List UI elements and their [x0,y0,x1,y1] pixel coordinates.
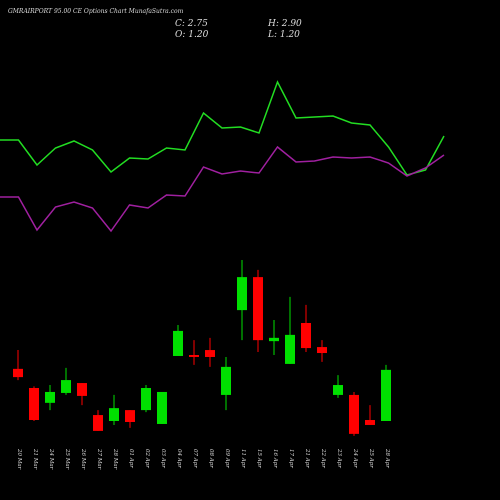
x-tick-label: 25 Apr [368,448,374,468]
x-tick-label: 25 Mar [64,448,70,470]
x-tick-label: 26 Mar [80,448,86,470]
chart-title: GMRAIRPORT 95.00 CE Options Chart Munafa… [8,8,184,15]
high-label: H: 2.90 [267,19,302,29]
candle-body [205,350,215,357]
x-tick-label: 24 Apr [352,448,358,468]
candle-body [221,366,231,395]
candle-body [237,277,247,311]
candle-body [381,369,391,421]
candle-body [285,334,295,364]
candle-body [93,415,103,431]
x-tick-label: 16 Apr [272,449,278,468]
candle-body [125,410,135,422]
x-tick-label: 03 Apr [160,449,166,468]
candle-body [61,380,71,393]
candle-body [349,394,359,434]
candle-body [45,391,55,403]
x-tick-label: 11 Apr [240,449,246,468]
x-tick-label: 17 Apr [288,449,294,468]
candle-body [317,347,327,354]
x-tick-label: 28 Mar [112,448,118,470]
candle-body [157,391,167,424]
low-label: L: 1.20 [267,30,300,40]
x-tick-label: 07 Apr [192,449,198,468]
x-tick-label: 01 Apr [128,449,134,468]
candle-body [333,385,343,395]
x-tick-label: 04 Apr [176,449,182,468]
x-tick-label: 02 Apr [144,449,150,468]
line-series [0,145,445,233]
candle-body [269,337,279,342]
candle-body [77,383,87,396]
x-tick-label: 28 Apr [384,448,390,468]
candle-body [365,420,375,425]
close-label: C: 2.75 [175,19,208,29]
candle-body [109,408,119,421]
x-tick-label: 21 Apr [304,448,310,468]
candle-body [29,388,39,421]
x-tick-label: 20 Mar [16,448,22,470]
x-tick-label: 08 Apr [208,449,214,468]
open-label: O: 1.20 [175,30,209,40]
x-tick-label: 22 Apr [320,448,326,468]
x-tick-label: 15 Apr [256,449,262,468]
candle-body [253,277,263,341]
line-series [0,80,445,176]
x-tick-label: 27 Mar [96,448,102,470]
candle-body [13,368,23,378]
x-tick-label: 21 Mar [32,448,38,470]
candle-body [141,388,151,411]
x-tick-label: 24 Mar [48,448,54,470]
candle-body [189,355,199,357]
candle-body [301,322,311,349]
x-tick-label: 23 Apr [336,448,342,468]
candle-body [173,330,183,356]
x-tick-label: 09 Apr [224,449,230,468]
